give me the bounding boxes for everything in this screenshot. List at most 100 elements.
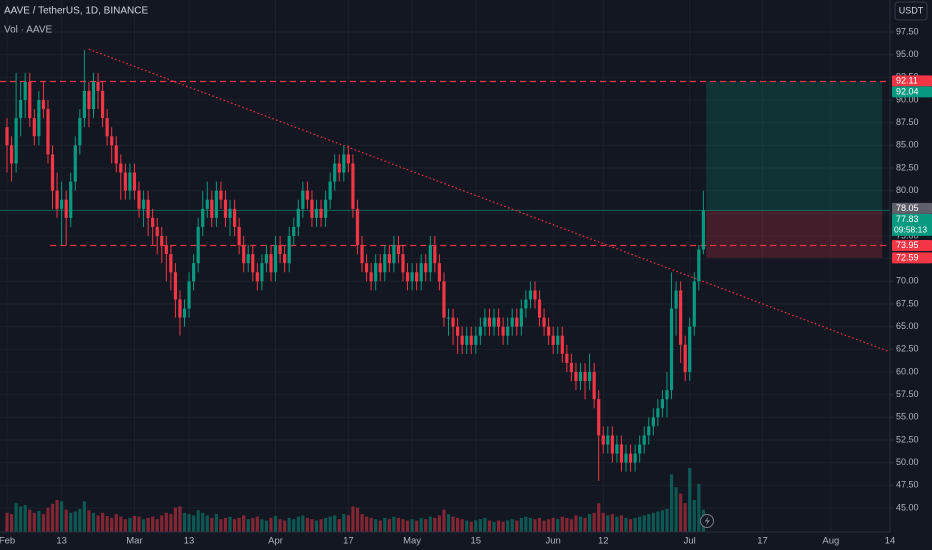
replay-icon[interactable]	[700, 514, 714, 528]
volume-bar	[178, 506, 182, 532]
candle-body	[110, 136, 114, 146]
y-tick-label: 87.50	[896, 117, 919, 127]
candle-body	[674, 290, 678, 309]
currency-button[interactable]	[894, 1, 928, 21]
volume-bar	[73, 511, 77, 532]
volume-bar	[160, 515, 164, 532]
candle-body	[483, 317, 487, 327]
candle-body	[415, 272, 419, 282]
volume-bar	[260, 519, 264, 532]
volume-bar	[606, 515, 610, 532]
volume-bar	[50, 503, 55, 532]
candle-body	[137, 190, 141, 209]
candle-body	[169, 254, 173, 273]
y-tick-label: 57.50	[896, 389, 919, 399]
volume-bar	[651, 512, 655, 532]
volume-bar	[301, 515, 305, 532]
y-tick-label: 95.00	[896, 49, 919, 59]
y-tick-label: 50.00	[896, 457, 919, 467]
candle-body	[374, 263, 378, 282]
candle-body	[73, 145, 77, 182]
volume-bar	[269, 517, 273, 532]
candle-body	[260, 263, 264, 282]
volume-bar	[401, 519, 405, 532]
candle-body	[23, 81, 27, 100]
volume-bar	[692, 500, 696, 532]
price-marker-label: 92.04	[896, 87, 919, 97]
volume-bar	[28, 509, 32, 532]
volume-bar	[424, 519, 428, 532]
candle-body	[14, 118, 18, 164]
volume-bar	[528, 517, 533, 532]
candle-body	[469, 335, 473, 345]
candle-body	[606, 435, 610, 445]
candle-body	[615, 444, 619, 454]
volume-bar	[610, 514, 614, 532]
volume-bar	[192, 515, 196, 532]
volume-bar	[619, 515, 624, 532]
candle-body	[5, 127, 9, 146]
candle-body	[310, 199, 314, 218]
candle-body	[556, 335, 560, 345]
x-tick-label: 17	[343, 536, 354, 547]
candle-body	[342, 154, 346, 173]
price-marker	[892, 75, 932, 87]
candle-body	[392, 245, 396, 264]
candle-body	[210, 199, 214, 218]
price-marker-label: 73.95	[896, 240, 919, 250]
candle-body	[28, 81, 32, 119]
volume-bar	[128, 517, 132, 532]
volume-bar	[342, 514, 346, 532]
volume-label: Vol · AAVE	[4, 25, 53, 36]
candle-body	[456, 326, 460, 336]
candle-body	[542, 317, 546, 327]
volume-bar	[37, 510, 41, 532]
volume-bar	[578, 516, 583, 532]
candle-body	[287, 235, 291, 264]
candle-body	[692, 281, 696, 327]
volume-bar	[310, 519, 314, 532]
price-marker-label: 78.05	[896, 203, 919, 213]
volume-bar	[46, 507, 50, 532]
price-marker-label: 92.11	[896, 76, 918, 86]
candle-body	[551, 335, 555, 345]
candle-body	[560, 335, 564, 354]
volume-bar	[114, 514, 118, 532]
volume-bar	[105, 516, 109, 532]
volume-bar	[237, 517, 241, 532]
candle-body	[324, 199, 328, 218]
candle-body	[223, 199, 228, 218]
candle-body	[46, 109, 50, 155]
volume-bar	[110, 517, 114, 532]
candle-body	[96, 81, 100, 91]
volume-bar	[355, 507, 360, 532]
candle-body	[383, 254, 387, 273]
x-tick-label: 12	[598, 536, 609, 547]
volume-bar	[41, 514, 46, 532]
volume-bar	[351, 506, 355, 532]
candle-body	[583, 371, 587, 382]
volume-bar	[547, 519, 551, 532]
volume-bar	[442, 509, 446, 532]
volume-bar	[628, 519, 633, 532]
candle-body	[19, 99, 23, 119]
candle-body	[219, 190, 223, 200]
volume-bar	[542, 520, 546, 532]
candle-body	[547, 326, 551, 336]
candle-body	[446, 317, 451, 319]
candle-body	[246, 254, 250, 264]
candle-body	[405, 272, 410, 282]
volume-bar	[228, 516, 232, 532]
x-tick-label: 15	[471, 536, 482, 547]
candle-body	[55, 190, 59, 209]
volume-bar	[232, 519, 237, 532]
candle-body	[50, 154, 55, 191]
candle-body	[360, 245, 364, 264]
candle-body	[510, 317, 514, 327]
candle-body	[187, 281, 191, 309]
volume-bar	[483, 517, 487, 532]
volume-bar	[78, 508, 82, 532]
currency-label[interactable]: USDT	[899, 5, 924, 15]
price-marker	[892, 202, 932, 214]
candle-body	[592, 371, 596, 400]
